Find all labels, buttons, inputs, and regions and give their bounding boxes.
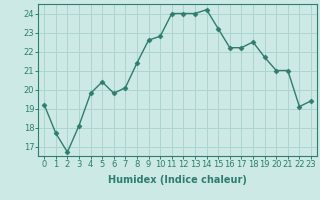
X-axis label: Humidex (Indice chaleur): Humidex (Indice chaleur) bbox=[108, 175, 247, 185]
